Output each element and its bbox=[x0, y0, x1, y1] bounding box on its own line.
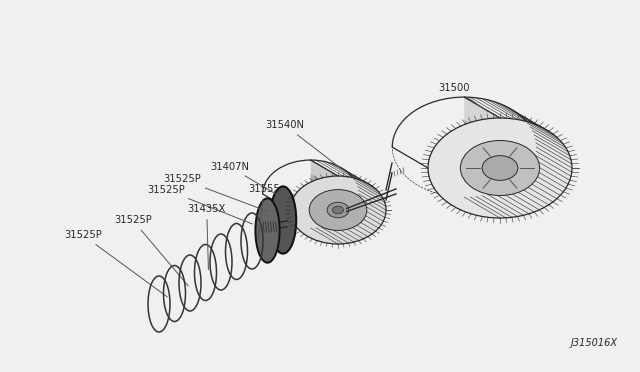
Ellipse shape bbox=[327, 202, 349, 218]
Polygon shape bbox=[310, 174, 338, 230]
Polygon shape bbox=[310, 160, 338, 244]
Polygon shape bbox=[464, 97, 500, 218]
Text: 31525P: 31525P bbox=[64, 230, 167, 297]
Ellipse shape bbox=[270, 186, 296, 254]
Text: 31407N: 31407N bbox=[210, 161, 284, 199]
Ellipse shape bbox=[428, 118, 572, 218]
Ellipse shape bbox=[482, 155, 518, 180]
Text: 31525P: 31525P bbox=[163, 174, 268, 212]
Ellipse shape bbox=[290, 176, 386, 244]
Ellipse shape bbox=[333, 206, 344, 214]
Text: J315016X: J315016X bbox=[571, 338, 618, 348]
Text: 31435X: 31435X bbox=[188, 204, 226, 270]
Text: 31525P: 31525P bbox=[114, 215, 188, 286]
Text: 31555: 31555 bbox=[248, 183, 280, 239]
Polygon shape bbox=[464, 120, 500, 196]
Ellipse shape bbox=[460, 141, 540, 196]
Text: 31540N: 31540N bbox=[266, 120, 341, 168]
Text: 31500: 31500 bbox=[438, 83, 488, 112]
Ellipse shape bbox=[309, 190, 367, 230]
Text: 31525P: 31525P bbox=[147, 185, 252, 224]
Ellipse shape bbox=[255, 198, 280, 263]
